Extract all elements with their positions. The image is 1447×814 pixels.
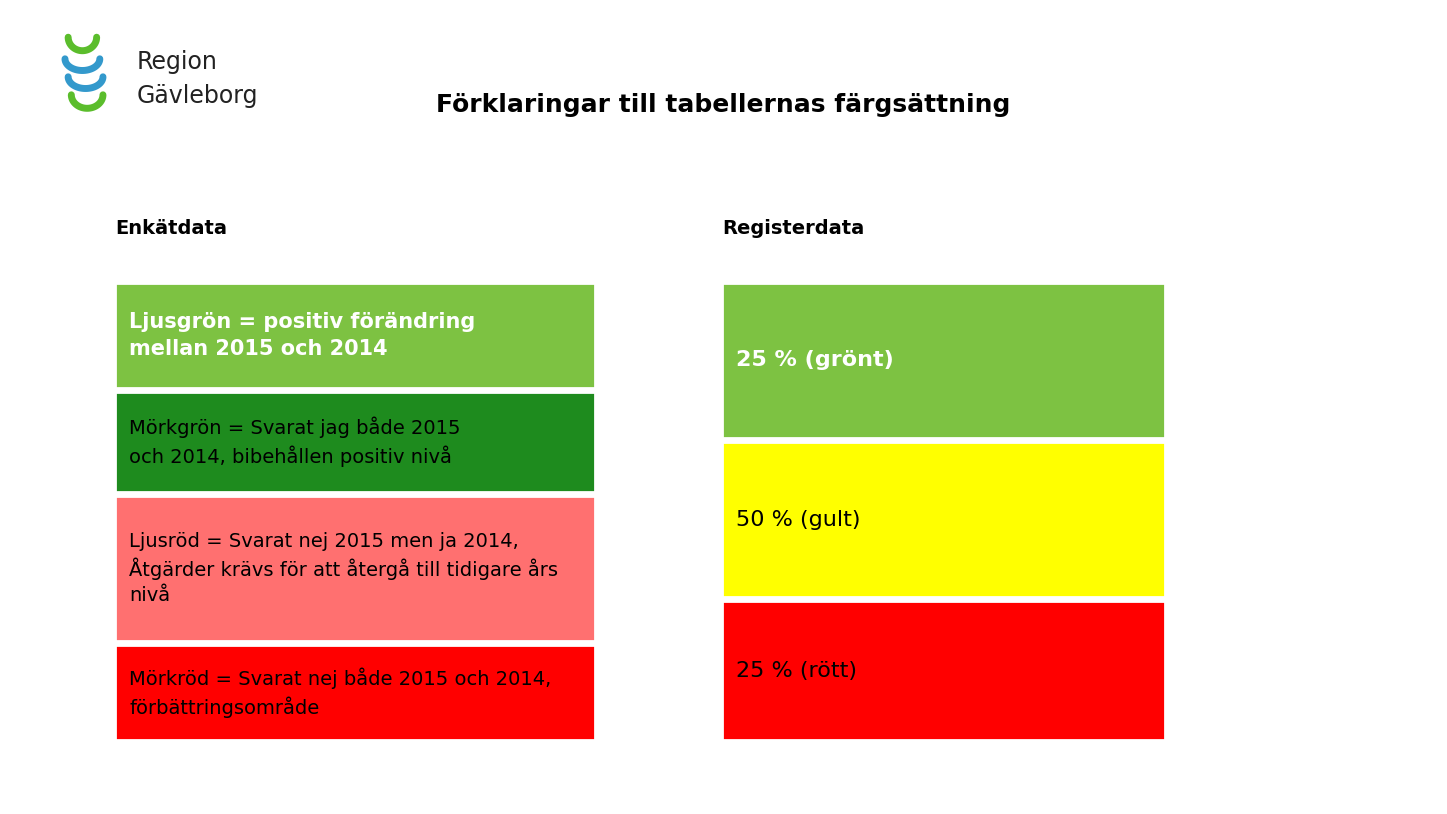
Bar [114,645,595,740]
Bar [722,442,1165,597]
Bar [722,283,1165,438]
Text: Mörkröd = Svarat nej både 2015 och 2014,
förbättringsområde: Mörkröd = Svarat nej både 2015 och 2014,… [129,667,551,717]
Text: Förklaringar till tabellernas färgsättning: Förklaringar till tabellernas färgsättni… [437,93,1010,117]
Bar [114,496,595,641]
Text: 50 % (gult): 50 % (gult) [737,510,861,529]
Text: Ljusröd = Svarat nej 2015 men ja 2014,
Åtgärder krävs för att återgå till tidiga: Ljusröd = Svarat nej 2015 men ja 2014, Å… [129,532,559,606]
Text: Registerdata: Registerdata [722,218,864,238]
Text: Enkätdata: Enkätdata [114,218,227,238]
Bar [114,392,595,492]
Text: Gävleborg: Gävleborg [136,84,258,107]
Text: Region: Region [136,50,217,73]
Text: Mörkgrön = Svarat jag både 2015
och 2014, bibehållen positiv nivå: Mörkgrön = Svarat jag både 2015 och 2014… [129,417,460,467]
Bar [722,601,1165,740]
Text: 25 % (rött): 25 % (rött) [737,660,857,681]
Text: Ljusgrön = positiv förändring
mellan 2015 och 2014: Ljusgrön = positiv förändring mellan 201… [129,313,475,359]
Text: 25 % (grönt): 25 % (grönt) [737,351,894,370]
Bar [114,283,595,388]
